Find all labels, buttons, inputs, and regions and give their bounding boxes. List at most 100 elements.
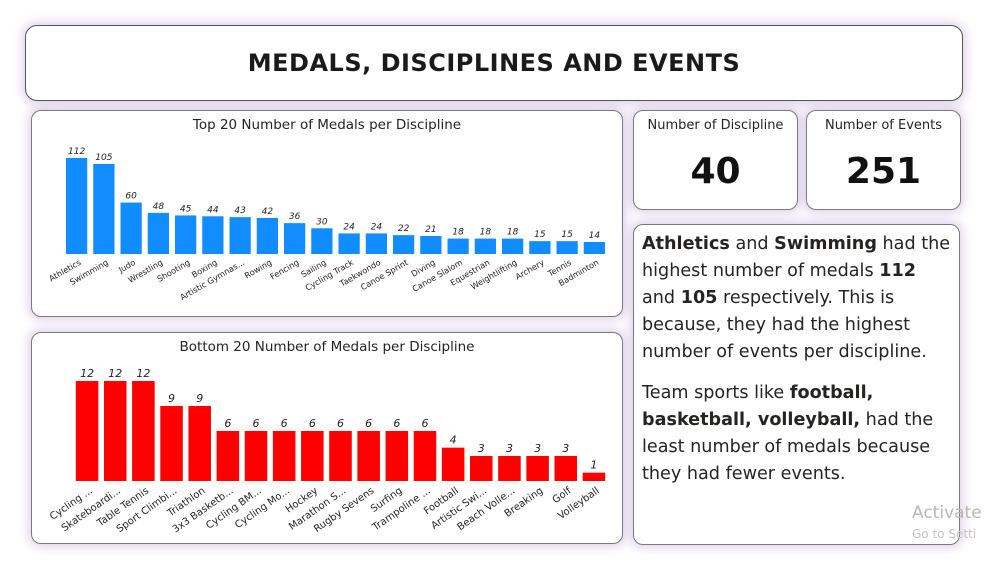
bar-17[interactable] (554, 456, 578, 481)
kpi-disciplines-label: Number of Discipline (647, 118, 784, 133)
top-disciplines-chart[interactable]: Top 20 Number of Medals per Discipline 1… (31, 110, 623, 317)
bar-7[interactable] (256, 218, 279, 254)
bar-8[interactable] (283, 223, 306, 254)
bar-4[interactable] (188, 406, 211, 481)
data-label-15: 18 (480, 228, 492, 238)
bar-2[interactable] (120, 202, 142, 254)
bar-5[interactable] (216, 431, 240, 481)
top-chart-title: Top 20 Number of Medals per Discipline (192, 117, 462, 133)
p1-run: and (729, 234, 775, 254)
data-label-10: 6 (365, 417, 372, 430)
data-label-13: 4 (450, 434, 457, 447)
bar-1[interactable] (103, 381, 127, 481)
bar-12[interactable] (392, 235, 415, 254)
p1-run: had the highest number of medals (642, 234, 951, 281)
bar-4[interactable] (174, 215, 197, 254)
bar-6[interactable] (229, 217, 251, 254)
data-label-17: 3 (562, 442, 569, 455)
bar-3[interactable] (147, 212, 170, 254)
p1-run: respectively. This is because, they had … (642, 288, 927, 362)
bottom-disciplines-chart[interactable]: Bottom 20 Number of Medals per Disciplin… (31, 332, 623, 544)
p1-run: 105 (680, 288, 718, 308)
insight-text-card: Athletics and Swimming had the highest n… (633, 224, 960, 545)
tick-label-17: Archery (513, 257, 546, 282)
data-label-14: 3 (478, 442, 485, 455)
bar-19[interactable] (583, 242, 606, 254)
data-label-9: 30 (316, 217, 328, 227)
data-label-3: 48 (153, 202, 165, 212)
data-label-0: 112 (68, 147, 85, 157)
p2-run: had the least number of medals because t… (642, 410, 934, 484)
bar-0[interactable] (75, 381, 99, 481)
bar-12[interactable] (413, 431, 437, 481)
p1-run: Athletics (642, 234, 730, 254)
data-label-15: 3 (506, 442, 513, 455)
insight-text: Athletics and Swimming had the highest n… (642, 231, 951, 502)
bar-18[interactable] (556, 241, 578, 254)
bar-7[interactable] (272, 431, 296, 481)
bar-9[interactable] (329, 431, 352, 481)
bar-16[interactable] (526, 456, 549, 481)
data-label-11: 6 (393, 417, 400, 430)
tick-label-8: Fencing (268, 257, 300, 281)
data-label-2: 12 (136, 367, 150, 380)
data-label-4: 45 (180, 204, 192, 214)
bar-2[interactable] (132, 381, 155, 481)
bar-11[interactable] (365, 233, 388, 254)
bar-10[interactable] (357, 431, 380, 481)
kpi-events-value: 251 (845, 151, 922, 192)
bar-17[interactable] (529, 241, 551, 254)
data-label-7: 42 (262, 207, 274, 217)
bar-3[interactable] (160, 406, 183, 481)
bar-14[interactable] (447, 238, 469, 254)
data-label-8: 6 (309, 417, 316, 430)
data-label-13: 21 (425, 225, 436, 235)
data-label-2: 60 (125, 192, 137, 202)
p1-run: Swimming (774, 234, 877, 254)
header-card: MEDALS, DISCIPLINES AND EVENTS (25, 25, 963, 101)
page-title: MEDALS, DISCIPLINES AND EVENTS (247, 49, 741, 77)
watermark-line-1: Activate (912, 503, 982, 523)
data-label-5: 6 (224, 417, 231, 430)
data-label-4: 9 (196, 392, 203, 405)
data-label-0: 12 (80, 367, 94, 380)
data-label-19: 14 (589, 231, 601, 241)
kpi-disciplines-value: 40 (690, 151, 741, 192)
p2-run: football, basketball, volleyball, (642, 383, 874, 430)
bar-11[interactable] (385, 431, 409, 481)
insight-paragraph-2: Team sports like football, basketball, v… (642, 380, 951, 488)
bar-10[interactable] (338, 233, 360, 254)
bar-14[interactable] (470, 456, 493, 481)
data-label-16: 3 (534, 442, 541, 455)
data-label-14: 18 (452, 228, 464, 238)
data-label-18: 1 (590, 459, 597, 472)
bar-5[interactable] (202, 216, 224, 254)
top-chart-svg[interactable]: 112Athletics105Swimming60Judo48Wrestling… (32, 111, 622, 316)
kpi-card-events[interactable]: Number of Events 251 (806, 110, 961, 210)
bar-15[interactable] (498, 456, 521, 481)
bar-13[interactable] (441, 447, 465, 481)
data-label-17: 15 (534, 230, 546, 240)
data-label-1: 12 (108, 367, 122, 380)
kpi-card-disciplines[interactable]: Number of Discipline 40 (633, 110, 798, 210)
p1-run: and (642, 288, 681, 308)
tick-label-7: Rowing (243, 257, 274, 281)
data-label-5: 44 (207, 205, 219, 215)
data-label-12: 6 (421, 417, 428, 430)
data-label-3: 9 (168, 392, 175, 405)
bar-9[interactable] (311, 228, 333, 254)
bar-0[interactable] (65, 158, 88, 254)
bar-16[interactable] (501, 238, 524, 254)
bar-13[interactable] (420, 236, 442, 254)
activate-watermark: Activate Go to Setti (912, 503, 982, 545)
bar-1[interactable] (93, 164, 115, 254)
bar-15[interactable] (474, 238, 497, 254)
data-label-6: 43 (234, 206, 246, 216)
data-label-9: 6 (337, 417, 344, 430)
data-label-10: 24 (343, 222, 355, 232)
bar-8[interactable] (301, 431, 324, 481)
p2-run: Team sports like (642, 383, 790, 403)
bar-6[interactable] (244, 431, 268, 481)
bar-18[interactable] (582, 472, 606, 481)
